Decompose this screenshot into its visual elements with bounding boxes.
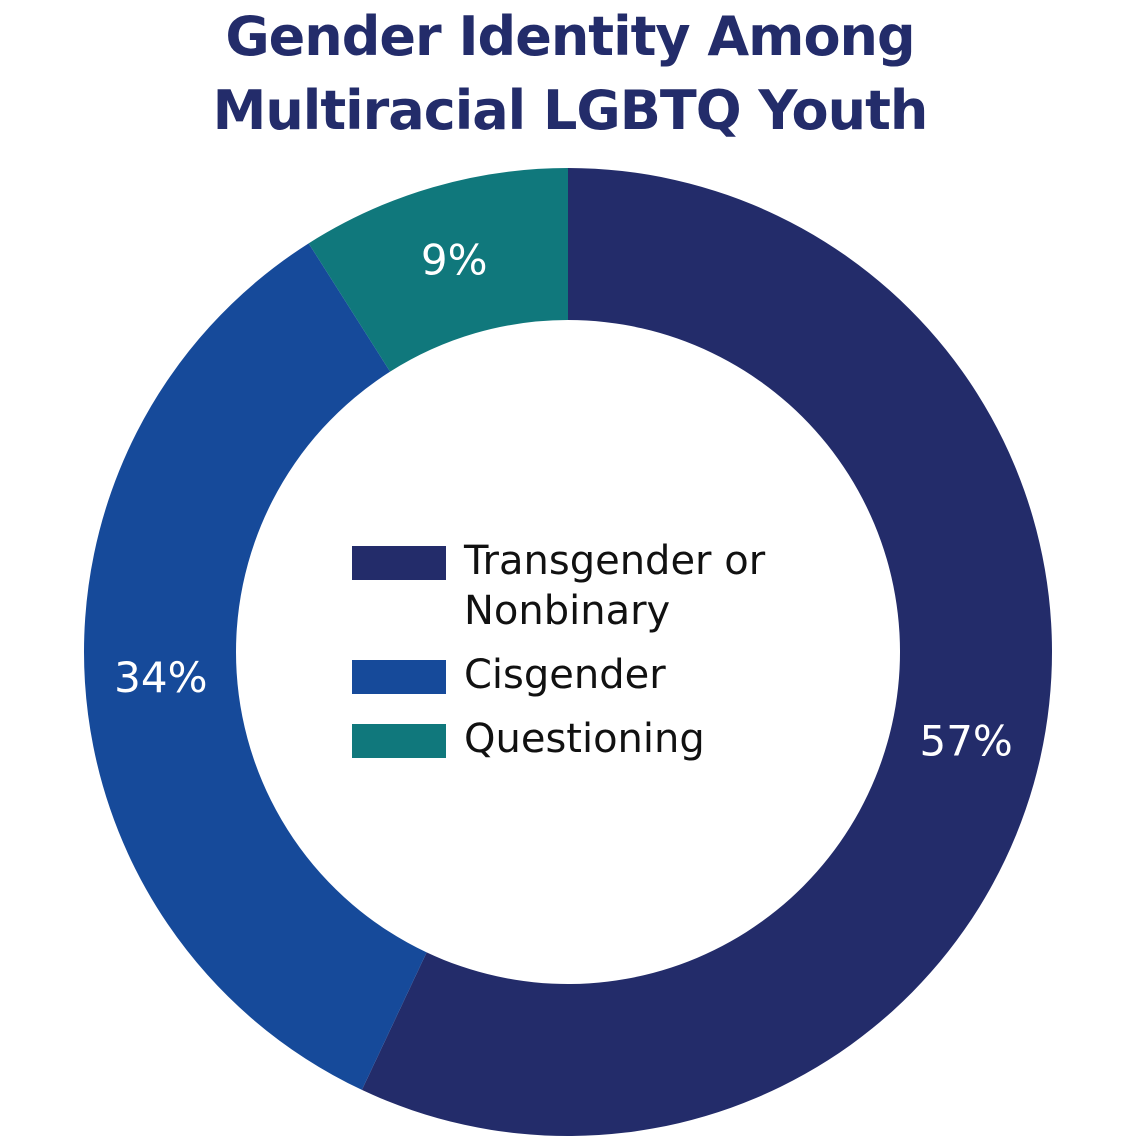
legend: Transgender or Nonbinary Cisgender Quest… xyxy=(352,536,812,778)
legend-label-line: Cisgender xyxy=(464,652,666,698)
legend-item-cisgender: Cisgender xyxy=(352,650,812,700)
legend-label-questioning: Questioning xyxy=(464,714,794,764)
data-label-transgender-or-nonbinary: 57% xyxy=(919,717,1012,766)
legend-label-line: Nonbinary xyxy=(464,588,671,634)
legend-item-questioning: Questioning xyxy=(352,714,812,764)
chart-title: Gender Identity Among Multiracial LGBTQ … xyxy=(0,0,1140,148)
legend-label-line: Questioning xyxy=(464,716,705,762)
legend-label-cisgender: Cisgender xyxy=(464,650,794,700)
donut-slice-cisgender xyxy=(84,243,427,1090)
data-label-cisgender: 34% xyxy=(114,653,207,702)
donut-slice-questioning xyxy=(308,168,568,372)
legend-swatch-cisgender xyxy=(352,660,446,694)
legend-label-line: Transgender or xyxy=(464,538,766,584)
legend-item-transgender-or-nonbinary: Transgender or Nonbinary xyxy=(352,536,812,636)
donut-slice-transgender-or-nonbinary xyxy=(361,167,1053,1136)
legend-swatch-transgender-or-nonbinary xyxy=(352,546,446,580)
chart-title-line-2: Multiracial LGBTQ Youth xyxy=(212,79,929,142)
legend-swatch-questioning xyxy=(352,724,446,758)
chart-title-line-1: Gender Identity Among xyxy=(225,5,915,68)
data-label-questioning: 9% xyxy=(421,236,488,285)
legend-label-transgender-or-nonbinary: Transgender or Nonbinary xyxy=(464,536,794,636)
